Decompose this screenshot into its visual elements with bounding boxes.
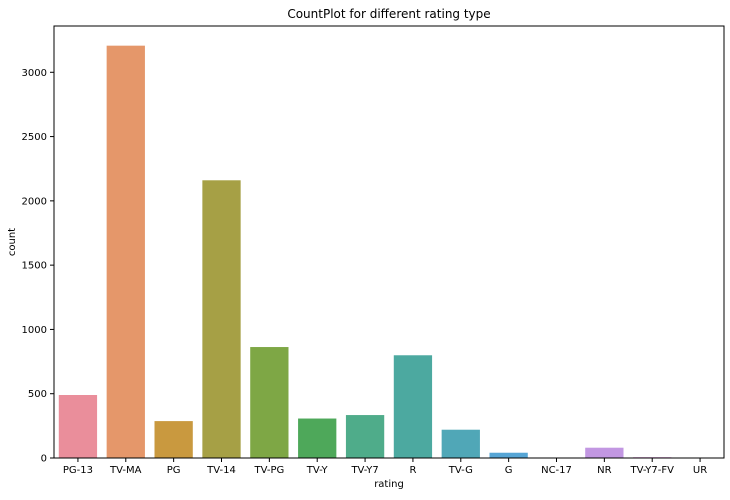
bar-pg-13 [58,395,98,458]
x-tick-label: NC-17 [541,465,572,476]
y-tick-label: 2500 [22,132,47,143]
bar-tv-14 [202,180,241,459]
bar-tv-y7 [345,415,385,458]
bar-nr [585,447,624,458]
x-tick-label: R [409,465,416,476]
y-tick-label: 1500 [22,261,47,272]
x-tick-label: UR [693,465,707,476]
x-tick-label: TV-MA [109,465,142,476]
x-tick-label: TV-G [448,465,473,476]
y-tick-label: 0 [41,454,47,465]
bar-pg [154,421,193,458]
bar-g [489,452,528,458]
x-tick-label: TV-Y [306,465,329,476]
bar-tv-pg [250,347,289,458]
x-tick-label: G [505,465,513,476]
x-axis-label: rating [374,479,404,490]
y-tick-label: 3000 [22,68,47,79]
y-axis-label: count [7,228,18,256]
x-tick-label: PG [167,465,181,476]
y-tick-label: 2000 [22,196,47,207]
y-tick-label: 500 [28,389,47,400]
x-tick-label: TV-Y7-FV [629,465,674,476]
bar-tv-y [298,418,337,458]
x-tick-label: TV-PG [253,465,284,476]
chart-title: CountPlot for different rating type [287,7,490,21]
x-tick-label: TV-14 [206,465,236,476]
x-tick-label: NR [597,465,611,476]
plot-frame [53,25,725,459]
bar-tv-ma [106,45,145,459]
bar-r [393,355,433,458]
y-tick-label: 1000 [22,325,47,336]
bar-tv-g [441,429,480,458]
x-tick-label: TV-Y7 [350,465,378,476]
x-tick-label: PG-13 [63,465,93,476]
